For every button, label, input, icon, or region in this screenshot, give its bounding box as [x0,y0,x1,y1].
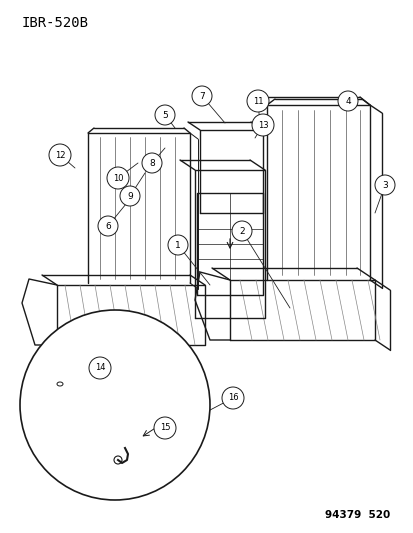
Text: 13: 13 [257,120,268,130]
Circle shape [98,216,118,236]
Text: 8: 8 [149,158,154,167]
Text: 7: 7 [199,92,204,101]
Text: 10: 10 [112,174,123,182]
Circle shape [247,90,268,112]
Text: 1: 1 [175,240,180,249]
Text: 14: 14 [95,364,105,373]
Circle shape [89,357,111,379]
Text: 11: 11 [252,96,263,106]
Text: 2: 2 [239,227,244,236]
Text: 16: 16 [227,393,238,402]
Circle shape [120,186,140,206]
Circle shape [374,175,394,195]
Circle shape [107,167,129,189]
Circle shape [192,86,211,106]
Circle shape [49,144,71,166]
Circle shape [252,114,273,136]
Circle shape [142,153,161,173]
Text: 3: 3 [381,181,387,190]
Circle shape [337,91,357,111]
Circle shape [154,105,175,125]
Text: 12: 12 [55,150,65,159]
Text: 15: 15 [159,424,170,432]
Text: 94379  520: 94379 520 [324,510,389,520]
Circle shape [20,310,209,500]
Text: 5: 5 [162,110,167,119]
Text: IBR-520B: IBR-520B [22,16,89,30]
Circle shape [168,235,188,255]
Text: 9: 9 [127,191,133,200]
Circle shape [221,387,243,409]
Text: 6: 6 [105,222,111,230]
Circle shape [154,417,176,439]
Text: 4: 4 [344,96,350,106]
Circle shape [231,221,252,241]
